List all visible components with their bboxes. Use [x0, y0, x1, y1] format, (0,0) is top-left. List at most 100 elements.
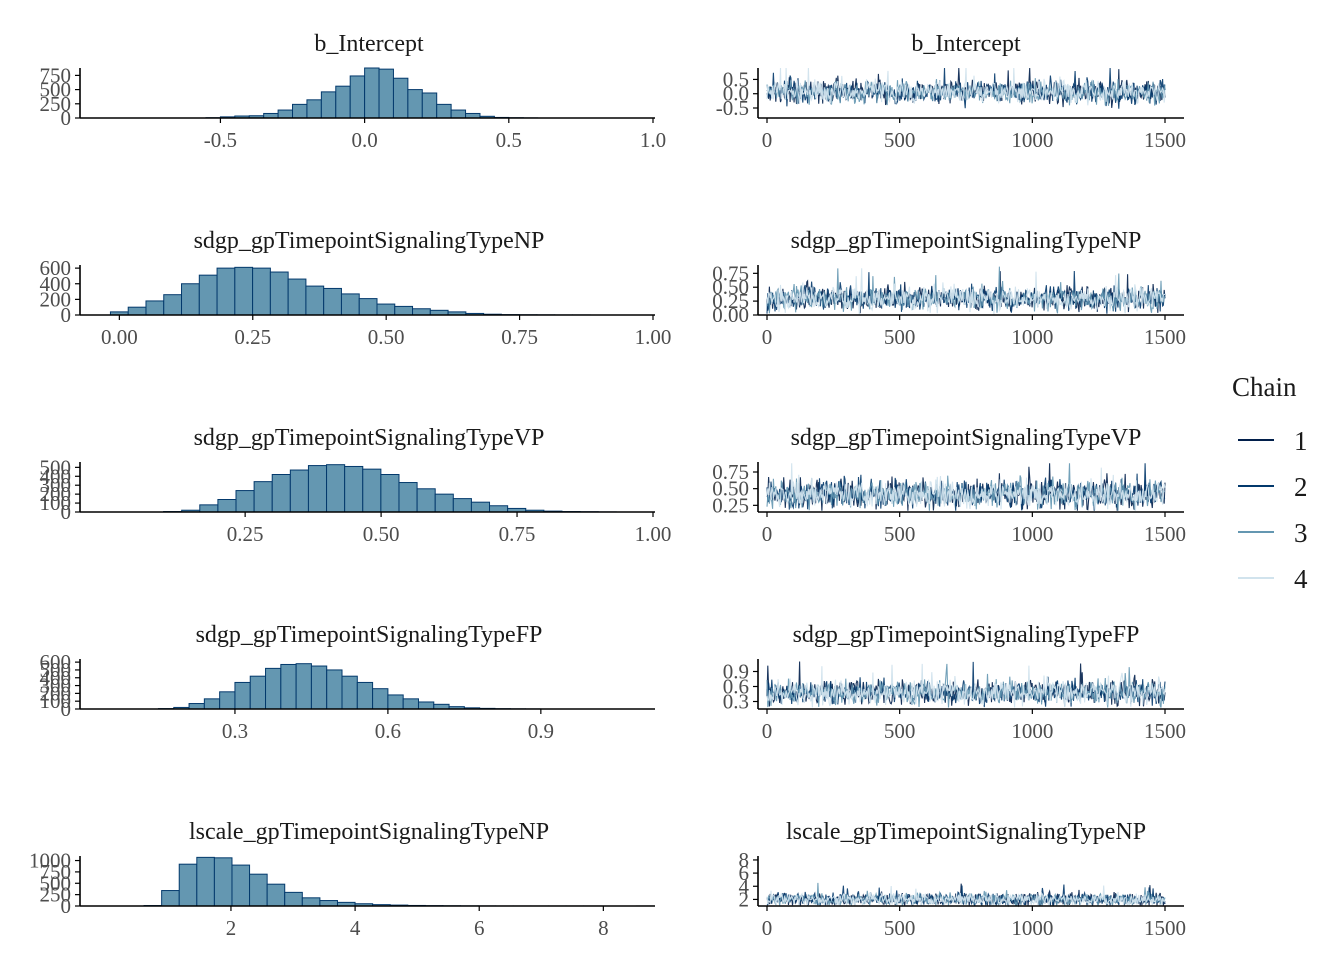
x-tick-label: 0.75 — [501, 325, 538, 349]
chain-legend: Chain 1 2 3 4 — [1232, 372, 1308, 594]
histogram-bar — [188, 703, 205, 710]
x-tick-label: 0 — [762, 719, 773, 743]
x-tick-label: 1000 — [1011, 916, 1053, 940]
x-tick-label: 1000 — [1011, 128, 1053, 152]
panel-title: b_Intercept — [314, 31, 424, 57]
histogram-bar — [219, 691, 236, 710]
x-tick-label: 500 — [884, 522, 916, 546]
y-tick-label: 0 — [61, 894, 72, 918]
histogram-bar — [199, 504, 219, 513]
y-tick-label: 0.25 — [712, 289, 749, 313]
histogram-bar — [362, 468, 382, 513]
trace-panel-2: sdgp_gpTimepointSignalingTypeNP 0 500 1000 1… — [712, 228, 1186, 349]
histogram-bar — [417, 701, 435, 710]
y-tick-label: 4 — [739, 874, 750, 898]
x-tick-label: 500 — [884, 719, 916, 743]
x-tick-label: 0.3 — [222, 719, 248, 743]
x-tick-label: 1500 — [1144, 128, 1186, 152]
histogram-bar — [326, 464, 346, 513]
histogram-bar — [372, 688, 389, 710]
y-tick-label: 200 — [40, 482, 72, 506]
panel-title: lscale_gpTimepointSignalingTypeNP — [189, 819, 549, 845]
x-tick-label: 1.00 — [635, 522, 672, 546]
histogram-bar — [253, 481, 273, 513]
histogram-bar — [198, 274, 218, 316]
histogram-bar — [265, 667, 282, 710]
y-tick-label: 0.50 — [712, 477, 749, 501]
histogram-bar — [470, 501, 491, 513]
histogram-bar — [306, 99, 322, 119]
y-tick-label: 0.75 — [712, 460, 749, 484]
histogram-bar — [380, 474, 400, 513]
histogram-bars — [143, 856, 655, 907]
histogram-bar — [364, 67, 380, 119]
histogram-bar — [234, 266, 254, 316]
histogram-bar — [235, 490, 255, 513]
legend-label-2: 2 — [1294, 472, 1308, 502]
x-tick-label: 1.0 — [640, 128, 666, 152]
y-tick-label: 500 — [40, 658, 72, 682]
x-tick-label: 1500 — [1144, 325, 1186, 349]
trace-chain-4 — [766, 885, 1166, 907]
trace-lines — [766, 266, 1166, 315]
y-tick-label: 250 — [40, 883, 72, 907]
y-tick-label: 0.25 — [712, 493, 749, 517]
y-tick-label: 0.50 — [712, 275, 749, 299]
trace-lines — [766, 882, 1166, 908]
histogram-bar — [301, 897, 321, 907]
y-tick-label: 0 — [61, 106, 72, 130]
histogram-bar — [203, 698, 221, 710]
legend-entry-3: 3 — [1238, 518, 1308, 548]
y-tick-label: 750 — [40, 63, 72, 87]
histogram-bar — [392, 77, 409, 119]
x-tick-label: 500 — [884, 325, 916, 349]
histogram-bar — [145, 300, 165, 316]
histogram-bar — [402, 698, 419, 710]
y-tick-label: 2 — [739, 887, 750, 911]
y-tick-label: 0 — [61, 697, 72, 721]
histogram-bar — [181, 283, 200, 316]
panel-title: b_Intercept — [911, 31, 1021, 57]
x-tick-label: 0 — [762, 325, 773, 349]
histogram-bar — [280, 663, 297, 710]
x-tick-label: 0.50 — [363, 522, 400, 546]
histogram-bar — [284, 891, 303, 907]
y-tick-label: 500 — [40, 455, 72, 479]
histogram-bar — [378, 68, 394, 119]
histogram-bar — [323, 287, 342, 316]
x-tick-label: 0.50 — [368, 325, 405, 349]
legend-entry-4: 4 — [1238, 564, 1308, 594]
trace-chain-4 — [766, 268, 1166, 315]
x-tick-label: 500 — [884, 128, 916, 152]
x-tick-label: 0 — [762, 916, 773, 940]
histogram-bar — [163, 294, 183, 316]
trace-panel-5: lscale_gpTimepointSignalingTypeNP 0 500 100… — [739, 819, 1187, 940]
histogram-bar — [310, 665, 328, 710]
histogram-bar — [287, 278, 307, 316]
legend-entry-1: 1 — [1238, 426, 1308, 456]
y-tick-label: 400 — [40, 272, 72, 296]
x-tick-label: 2 — [226, 916, 237, 940]
histogram-bar — [231, 864, 251, 907]
histogram-bars — [157, 663, 542, 710]
panel-title: lscale_gpTimepointSignalingTypeNP — [786, 819, 1146, 845]
panel-title: sdgp_gpTimepointSignalingTypeFP — [793, 622, 1140, 648]
panel-title: sdgp_gpTimepointSignalingTypeNP — [194, 228, 545, 254]
x-tick-label: 4 — [350, 916, 361, 940]
histogram-bar — [196, 856, 215, 907]
trace-chain-4 — [766, 67, 1166, 106]
panel-title: sdgp_gpTimepointSignalingTypeNP — [791, 228, 1142, 254]
trace-panel-3: sdgp_gpTimepointSignalingTypeVP 0 500 1000 1… — [712, 425, 1186, 546]
x-tick-label: 0.25 — [227, 522, 264, 546]
y-tick-label: 1000 — [29, 849, 71, 873]
y-tick-label: 100 — [40, 491, 72, 515]
histogram-bar — [349, 75, 366, 119]
y-tick-label: 200 — [40, 287, 72, 311]
histogram-bar — [407, 89, 423, 119]
histogram-bar — [178, 863, 198, 907]
trace-chain-4 — [766, 663, 1166, 708]
trace-panel-4: sdgp_gpTimepointSignalingTypeFP 0 500 1000 1… — [723, 622, 1186, 743]
histogram-bar — [436, 103, 452, 119]
x-tick-label: 0.25 — [234, 325, 271, 349]
panel-title: sdgp_gpTimepointSignalingTypeVP — [791, 425, 1142, 451]
